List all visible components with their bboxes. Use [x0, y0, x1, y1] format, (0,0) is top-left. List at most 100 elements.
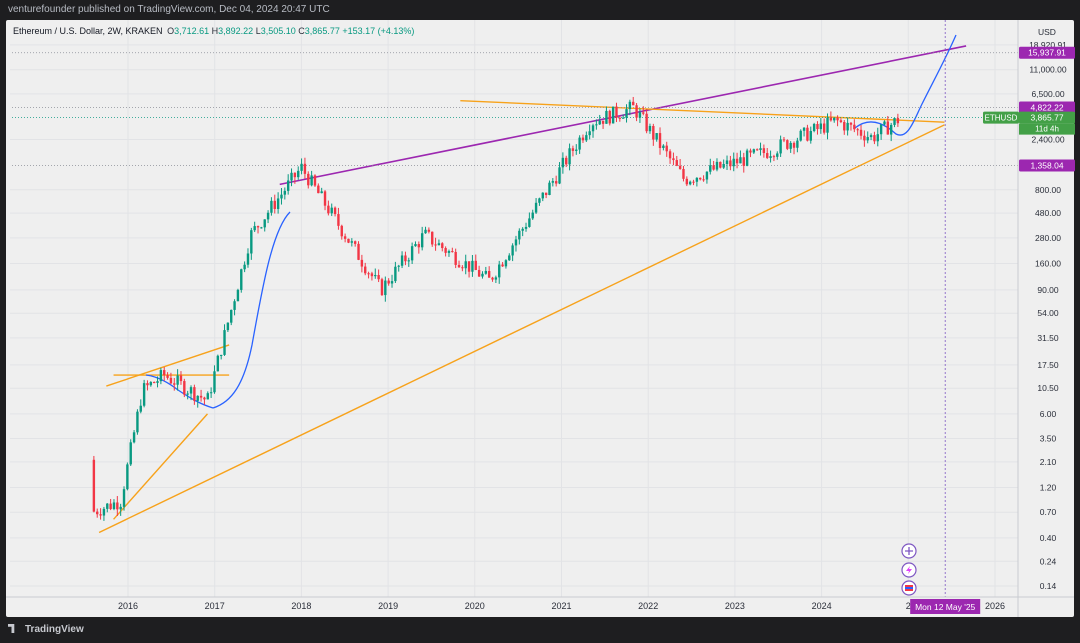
candle-body [598, 120, 601, 125]
flag-icon[interactable] [901, 580, 917, 596]
candle-body [766, 153, 769, 158]
x-tick-label: 2016 [118, 601, 138, 611]
candle-body [410, 246, 414, 261]
candle-body [618, 117, 622, 119]
drawings[interactable] [12, 20, 1018, 597]
candle-body [434, 244, 437, 246]
candle-body [370, 273, 374, 277]
y-tick-label: 17.50 [1037, 360, 1059, 370]
y-tick-label: 90.00 [1037, 285, 1059, 295]
candle-body [896, 118, 900, 124]
candle-body [682, 168, 685, 179]
tradingview-logo[interactable]: TradingView [8, 624, 84, 635]
candle-body [444, 248, 447, 253]
candle-body [173, 383, 176, 385]
candle-body [303, 163, 307, 174]
candle-body [427, 229, 431, 232]
candle-body [293, 172, 297, 178]
candle-body [126, 464, 129, 490]
candle-body [501, 264, 504, 267]
candle-body [782, 139, 786, 141]
price-badge-label: 3,865.77 [1030, 113, 1063, 123]
legend-symbol: Ethereum / U.S. Dollar, 2W, KRAKEN [13, 26, 163, 36]
candle-body [632, 101, 635, 106]
y-tick-label: 54.00 [1037, 308, 1059, 318]
candle-body [628, 101, 632, 110]
candle-body [662, 145, 665, 149]
candle-body [568, 148, 571, 165]
candle-body [447, 251, 451, 253]
candle-body [504, 260, 508, 267]
y-tick-label: 2,400.00 [1031, 134, 1064, 144]
candle-body [816, 124, 819, 130]
candle-body [776, 153, 779, 157]
candle-body [169, 377, 173, 384]
y-tick-label: 11,000.00 [1029, 65, 1066, 75]
candle-body [709, 165, 712, 172]
candle-body [203, 397, 206, 400]
candle-body [802, 127, 806, 131]
candle-body [849, 122, 853, 125]
candle-body [685, 178, 689, 185]
lightning-icon[interactable] [901, 562, 917, 578]
candle-body [759, 148, 762, 151]
candle-body [424, 229, 427, 234]
legend-close-label: C [298, 26, 305, 36]
candle-body [853, 124, 856, 130]
y-tick-label: 6.00 [1040, 409, 1057, 419]
candle-body [799, 130, 802, 141]
candle-body [300, 163, 303, 171]
candle-body [648, 125, 652, 132]
countdown-label: 11d 4h [1035, 125, 1059, 134]
candle-body [886, 121, 890, 135]
candle-body [635, 105, 638, 118]
candle-body [484, 271, 488, 274]
candle-body [752, 149, 756, 153]
y-tick-label: 10.50 [1037, 383, 1059, 393]
candle-body [253, 226, 256, 231]
candle-body [652, 125, 655, 140]
orange-2016-support [113, 413, 208, 520]
candle-body [494, 277, 498, 280]
candle-body [742, 157, 745, 166]
candle-body [357, 243, 360, 260]
candle-body [333, 207, 337, 215]
candle-body [307, 173, 310, 186]
candle-body [343, 236, 347, 239]
candle-body [668, 151, 672, 159]
candle-body [625, 109, 628, 118]
candle-body [230, 309, 233, 323]
candle-body [286, 180, 290, 191]
candle-body [457, 264, 461, 268]
candle-body [394, 266, 397, 282]
candle-body [789, 142, 792, 149]
candle-body [431, 231, 434, 245]
candle-body [216, 355, 220, 372]
candle-body [337, 214, 340, 226]
y-tick-label: 800.00 [1035, 185, 1061, 195]
x-tick-label: 2024 [812, 601, 832, 611]
candle-body [350, 241, 354, 243]
candle-body [233, 301, 236, 310]
candle-body [179, 375, 183, 382]
candle-body [889, 124, 893, 135]
candle-body [377, 275, 380, 280]
candle-body [183, 381, 186, 395]
candle-body [514, 239, 518, 246]
candle-body [745, 150, 749, 166]
orange-upper-trend-line [460, 99, 945, 123]
candle-body [739, 157, 742, 164]
candle-body [454, 251, 457, 265]
add-drawing-icon[interactable] [901, 543, 917, 559]
candle-body [538, 198, 541, 203]
candle-body [330, 207, 333, 214]
candle-body [283, 190, 287, 195]
candle-body [551, 181, 555, 183]
candle-body [806, 127, 809, 141]
candle-body [608, 110, 611, 124]
candle-body [715, 161, 719, 170]
candle-body [260, 227, 263, 229]
legend-high-label: H [211, 26, 219, 36]
candle-body [836, 117, 839, 121]
